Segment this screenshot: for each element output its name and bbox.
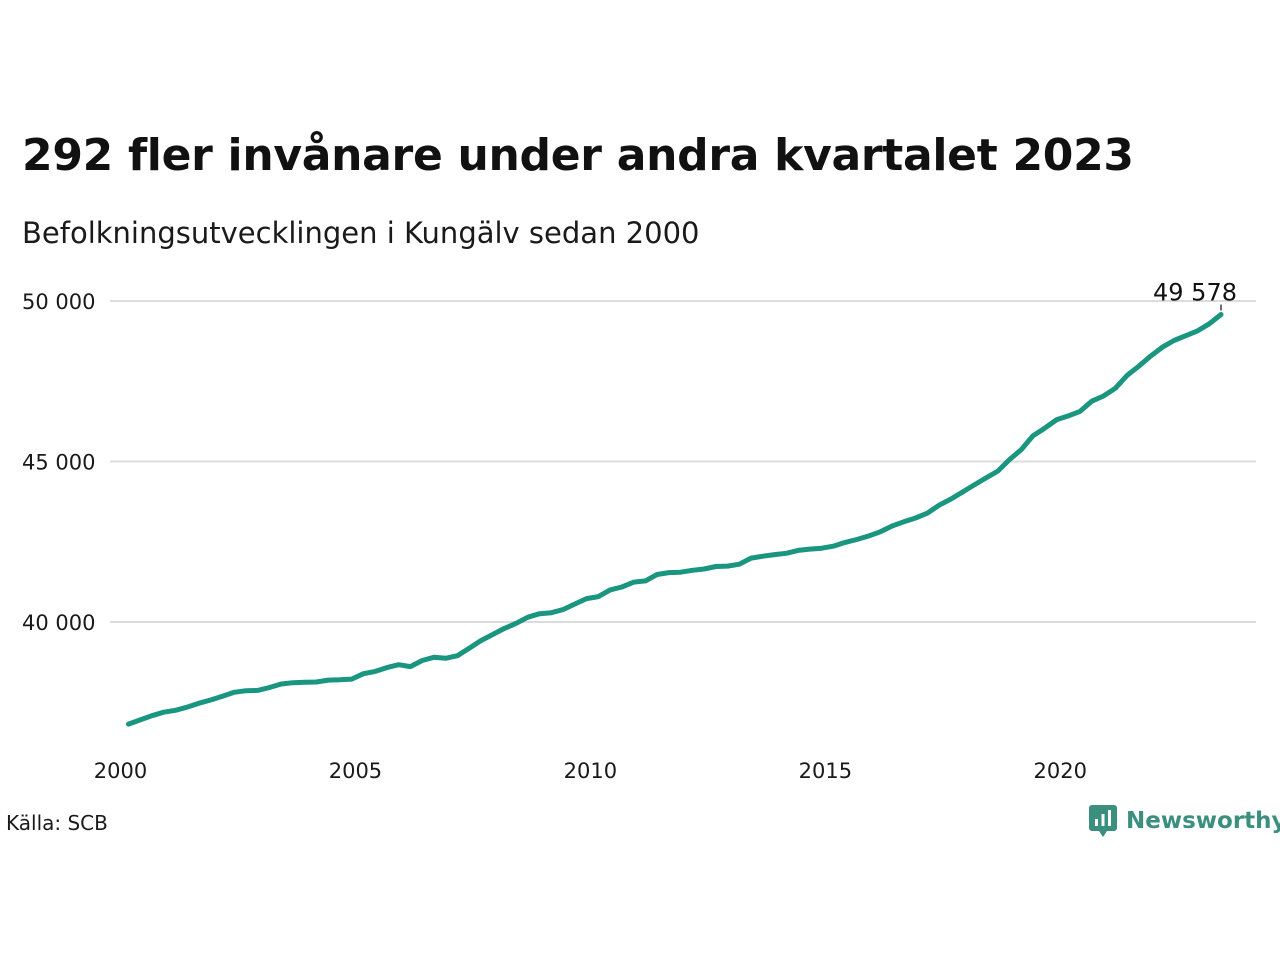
x-tick-label: 2020 [1034,759,1087,783]
y-tick-label: 40 000 [22,611,95,635]
end-value-label: 49 578 [1153,279,1237,307]
y-tick-label: 45 000 [22,451,95,475]
x-tick-label: 2000 [94,759,147,783]
x-tick-label: 2010 [564,759,617,783]
chart-title: 292 fler invånare under andra kvartalet … [22,130,1134,181]
x-tick-label: 2015 [799,759,852,783]
grid-lines [110,300,1256,623]
brand-name: Newsworthy [1126,808,1280,834]
x-tick-label: 2005 [329,759,382,783]
y-tick-label: 50 000 [22,290,95,314]
chart-subtitle: Befolkningsutvecklingen i Kungälv sedan … [22,216,700,250]
y-axis: 40 000 45 000 50 000 [22,290,95,635]
newsworthy-logo-icon [1089,805,1117,837]
brand-logo: Newsworthy [1088,804,1280,838]
source-note: Källa: SCB [6,811,108,835]
x-axis: 2000 2005 2010 2015 2020 [94,759,1087,783]
series-line [126,312,1224,727]
